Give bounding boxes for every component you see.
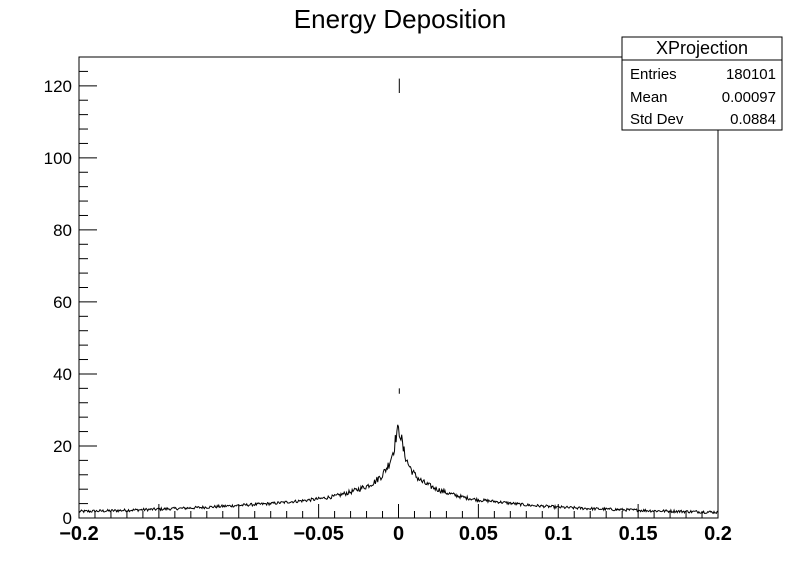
x-tick-label: 0.2	[704, 523, 732, 545]
stats-box-frame	[621, 36, 783, 131]
y-tick-label: 60	[53, 293, 72, 312]
x-tick-label: −0.2	[59, 523, 98, 545]
x-tick-label: 0	[393, 523, 404, 545]
x-tick-label: 0.05	[459, 523, 498, 545]
y-tick-label: 100	[44, 149, 72, 168]
y-tick-label: 120	[44, 77, 72, 96]
stats-value-entries: 180101	[726, 66, 776, 83]
y-tick-label: 80	[53, 221, 72, 240]
y-tick-label: 0	[63, 509, 72, 528]
histogram-series-line	[78, 424, 719, 515]
x-tick-label: 0.1	[544, 523, 572, 545]
x-tick-label: −0.15	[134, 523, 185, 545]
stats-box-title: XProjection	[656, 38, 748, 58]
chart-title: Energy Deposition	[294, 4, 506, 34]
y-tick-label: 40	[53, 365, 72, 384]
stats-box: XProjection Entries 180101 Mean 0.00097 …	[621, 36, 783, 131]
stats-label-mean: Mean	[630, 89, 668, 106]
x-axis-ticks: −0.2 −0.15 −0.1 −0.05 0 0.05 0.1 0.15 0.2	[59, 504, 732, 545]
stats-label-stddev: Std Dev	[630, 111, 684, 128]
y-axis-ticks: 0 20 40 60 80 100 120	[44, 56, 97, 528]
y-tick-label: 20	[53, 437, 72, 456]
stats-value-mean: 0.00097	[722, 89, 776, 106]
x-tick-label: −0.05	[293, 523, 344, 545]
stats-value-stddev: 0.0884	[730, 111, 776, 128]
x-tick-label: −0.1	[219, 523, 258, 545]
x-tick-label: 0.15	[619, 523, 658, 545]
stats-label-entries: Entries	[630, 66, 677, 83]
